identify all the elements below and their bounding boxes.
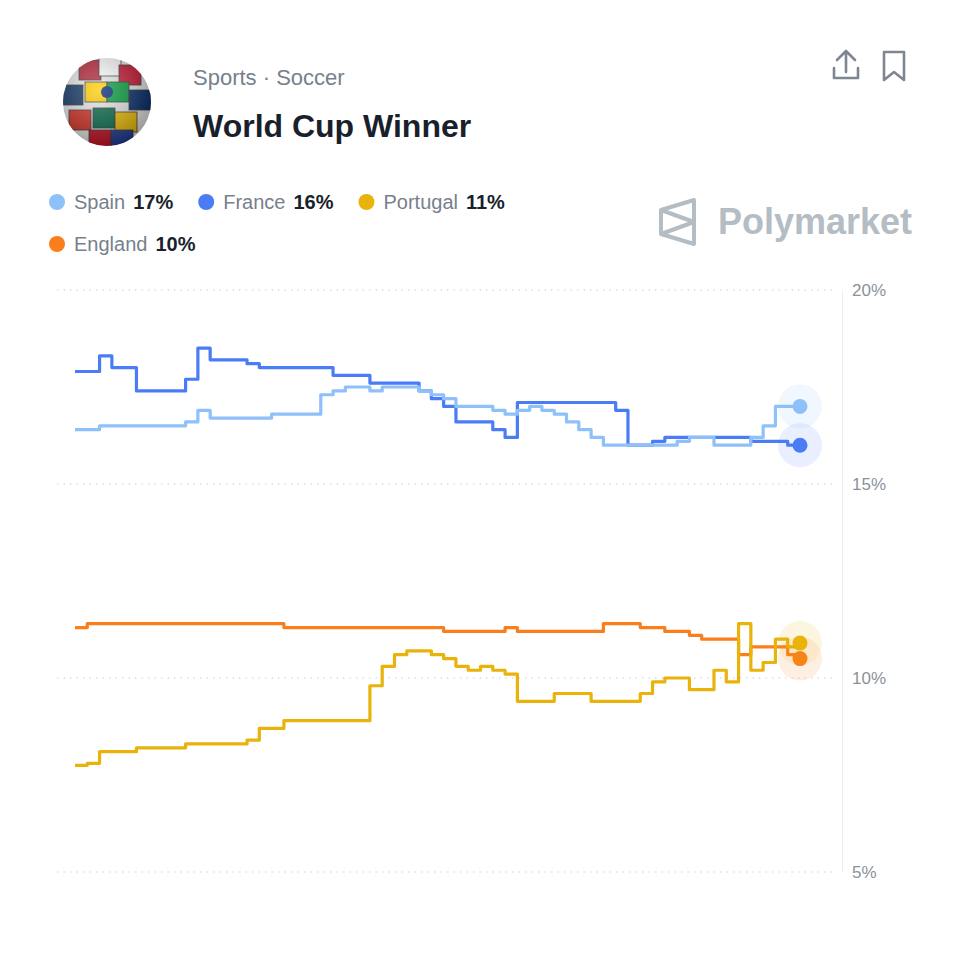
brand-icon [661, 200, 694, 244]
chart: Sports · Soccer World Cup Winner Polymarke… [0, 0, 960, 960]
grid-line [57, 677, 835, 678]
end-halo [778, 621, 822, 665]
logo-shade [63, 58, 151, 146]
title: World Cup Winner [193, 108, 471, 144]
brand-text: Polymarket [718, 201, 912, 242]
legend-swatch [49, 194, 65, 210]
tick: 15% [842, 475, 886, 494]
share-tray[interactable] [834, 68, 858, 78]
tick: 5% [842, 863, 877, 882]
end-halo [778, 423, 822, 467]
legend-value: 11% [466, 191, 505, 213]
bookmark-button[interactable] [884, 52, 904, 80]
grid [57, 290, 835, 872]
legend: Spain 17% France 16% Portugal 11% England 10% [49, 191, 505, 255]
share-button[interactable] [834, 51, 858, 78]
tick-label: 15% [852, 475, 886, 494]
tick-label: 20% [852, 281, 886, 300]
legend-label: Portugal [383, 191, 458, 213]
share-arrow[interactable] [837, 51, 855, 72]
legend-value: 16% [293, 191, 333, 213]
legend-label: France [223, 191, 285, 213]
logo-icon [61, 56, 151, 150]
legend-swatch [49, 236, 65, 252]
series-line [75, 348, 800, 445]
tick: 10% [842, 669, 886, 688]
legend-swatch [358, 194, 374, 210]
tick-label: 5% [852, 863, 877, 882]
y-axis: 5% 10% 15% 20% [842, 281, 886, 882]
series-line [75, 624, 800, 766]
end-dot [793, 636, 808, 651]
legend-item: England 10% [49, 233, 196, 255]
legend-item: Spain 17% [49, 191, 173, 213]
end-dot [793, 399, 808, 414]
brand: Polymarket [661, 200, 912, 244]
tick: 20% [842, 281, 886, 300]
grid-line [57, 871, 835, 872]
subtitle: Sports · Soccer [193, 65, 345, 90]
legend-label: England [74, 233, 147, 255]
plot-area [75, 348, 822, 765]
logo-ball [63, 58, 151, 146]
end-halo [778, 384, 822, 428]
legend-swatch [198, 194, 214, 210]
legend-value: 10% [155, 233, 195, 255]
legend-value: 17% [133, 191, 173, 213]
legend-label: Spain [74, 191, 125, 213]
axis-line [842, 291, 843, 873]
end-dot [793, 438, 808, 453]
series-line [75, 387, 800, 445]
legend-item: France 16% [198, 191, 333, 213]
grid-line [57, 289, 835, 290]
legend-item: Portugal 11% [358, 191, 505, 213]
tick-label: 10% [852, 669, 886, 688]
grid-line [57, 483, 835, 484]
